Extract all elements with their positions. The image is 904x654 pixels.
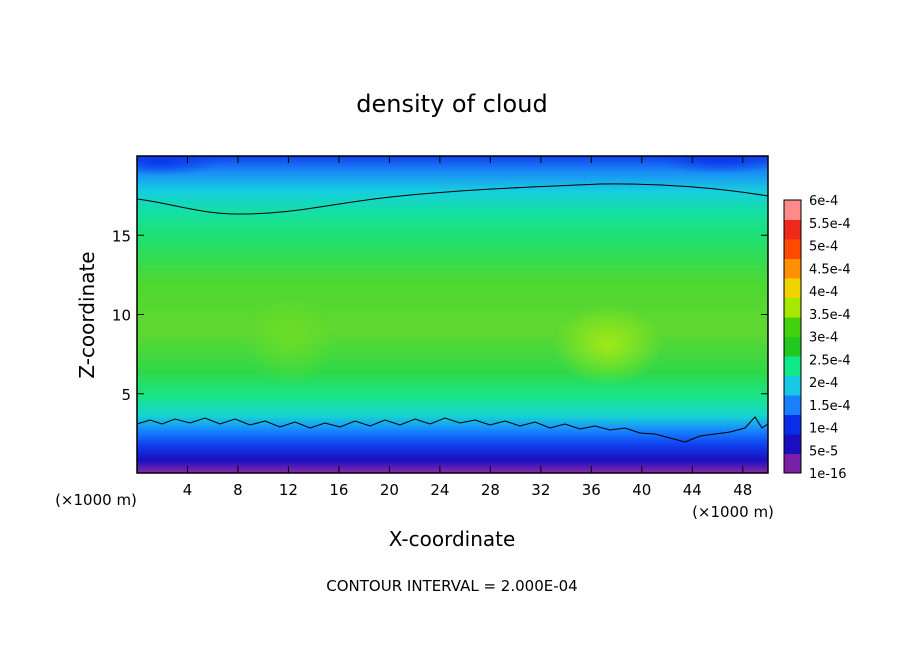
x-tick-label: 44 bbox=[683, 481, 702, 499]
colorbar-label: 1.5e-4 bbox=[809, 399, 851, 414]
colorbar: 1e-16 5e-5 1e-4 1.5e-4 2e-4 2.5e-4 3e-4 3.5e-4 4… bbox=[783, 194, 851, 482]
colorbar-swatch bbox=[784, 414, 801, 435]
y-axis-label: Z-coordinate bbox=[75, 251, 99, 378]
colorbar-swatch bbox=[784, 219, 801, 240]
y-tick-label: 10 bbox=[112, 307, 131, 325]
colorbar-swatch bbox=[784, 336, 801, 357]
colorbar-label: 3.5e-4 bbox=[809, 308, 851, 323]
x-axis-label: X-coordinate bbox=[389, 527, 516, 551]
contour-interval-note: CONTOUR INTERVAL = 2.000E-04 bbox=[326, 577, 577, 595]
colorbar-frame bbox=[783, 199, 802, 474]
colorbar-label: 5e-5 bbox=[809, 444, 838, 459]
colorbar-swatch bbox=[784, 278, 801, 298]
x-tick-label: 40 bbox=[632, 481, 651, 499]
colorbar-swatch bbox=[784, 434, 801, 454]
colorbar-label: 6e-4 bbox=[809, 194, 838, 209]
colorbar-swatch bbox=[784, 297, 801, 318]
x-tick-label: 24 bbox=[430, 481, 449, 499]
x-tick-label: 32 bbox=[531, 481, 550, 499]
chart-title: density of cloud bbox=[356, 90, 547, 118]
y-axis-ticks: 5 10 15 bbox=[112, 227, 768, 404]
colorbar-swatch bbox=[784, 239, 801, 259]
x-tick-label: 48 bbox=[733, 481, 752, 499]
x-tick-label: 12 bbox=[279, 481, 298, 499]
colorbar-swatch bbox=[784, 395, 801, 415]
y-tick-label: 5 bbox=[121, 386, 131, 404]
colorbar-label: 5.5e-4 bbox=[809, 217, 851, 232]
colorbar-swatch bbox=[784, 453, 801, 474]
colorbar-label: 3e-4 bbox=[809, 331, 838, 346]
y-unit-label: (×1000 m) bbox=[55, 491, 137, 509]
x-tick-label: 36 bbox=[582, 481, 601, 499]
x-tick-label: 28 bbox=[481, 481, 500, 499]
colorbar-swatch bbox=[784, 258, 801, 279]
colorbar-label: 2e-4 bbox=[809, 376, 838, 391]
colorbar-label: 1e-4 bbox=[809, 422, 838, 437]
colorbar-label: 4e-4 bbox=[809, 285, 838, 300]
x-axis-ticks: 4 8 12 16 20 24 28 32 36 40 44 48 bbox=[183, 156, 752, 499]
colorbar-label: 4.5e-4 bbox=[809, 262, 851, 277]
upper-contour-line bbox=[137, 183, 768, 215]
colorbar-label: 1e-16 bbox=[809, 467, 847, 482]
colorbar-label: 2.5e-4 bbox=[809, 353, 851, 368]
x-tick-label: 16 bbox=[329, 481, 348, 499]
colorbar-swatch bbox=[784, 317, 801, 337]
colorbar-swatch bbox=[784, 356, 801, 376]
colorbar-swatch bbox=[784, 375, 801, 396]
colorbar-swatch bbox=[784, 200, 801, 220]
x-unit-label: (×1000 m) bbox=[692, 503, 774, 521]
lower-contour-line bbox=[137, 416, 768, 443]
x-tick-label: 8 bbox=[233, 481, 243, 499]
colorbar-label: 5e-4 bbox=[809, 240, 838, 255]
x-tick-label: 4 bbox=[183, 481, 193, 499]
y-tick-label: 15 bbox=[112, 227, 131, 245]
x-tick-label: 20 bbox=[380, 481, 399, 499]
density-field bbox=[137, 156, 768, 473]
